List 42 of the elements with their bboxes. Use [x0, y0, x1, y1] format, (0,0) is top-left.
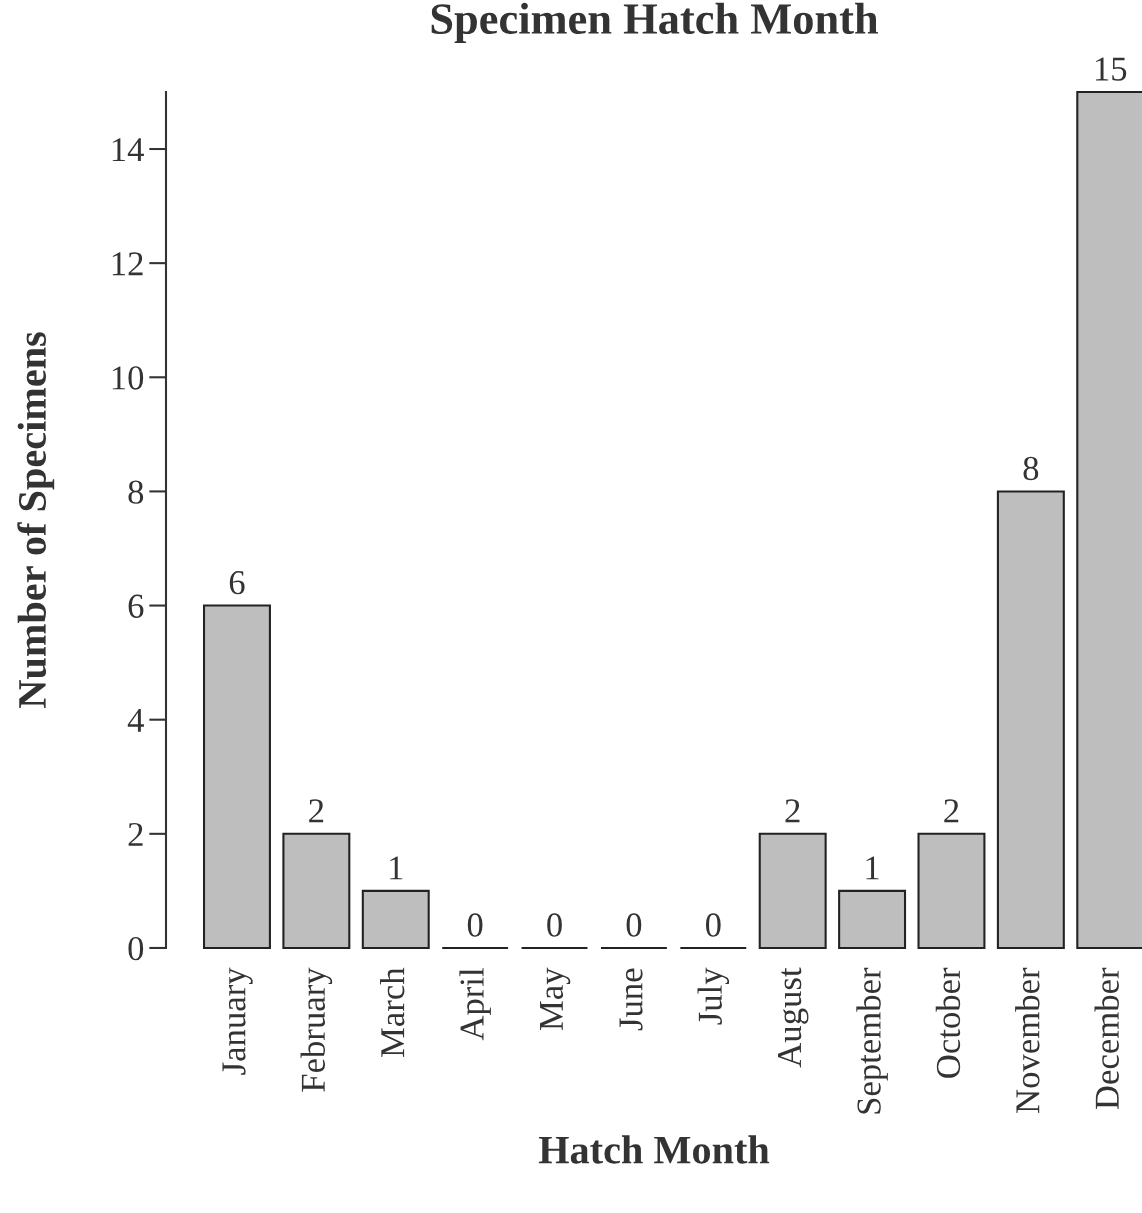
- x-tick-label: September: [856, 967, 888, 1114]
- x-tick-label: October: [935, 967, 961, 1078]
- data-label: 0: [467, 913, 483, 937]
- data-label: 0: [705, 913, 721, 937]
- y-tick-label: 14: [112, 138, 144, 162]
- bar: [917, 832, 986, 949]
- bar: [282, 832, 351, 949]
- data-label: 1: [390, 856, 403, 880]
- x-tick-label: May: [540, 967, 571, 1031]
- y-axis-title: Number of Specimens: [17, 332, 55, 708]
- x-tick-label: August: [778, 967, 809, 1068]
- bar: [996, 490, 1065, 949]
- bar: [758, 832, 827, 949]
- data-label: 2: [309, 799, 324, 823]
- bar: [361, 889, 430, 949]
- chart-title: Specimen Hatch Month: [431, 2, 879, 44]
- x-tick-label: February: [300, 967, 333, 1092]
- x-tick-label: December: [1094, 967, 1119, 1110]
- x-tick-label: July: [697, 967, 730, 1025]
- data-label: 15: [1095, 57, 1127, 81]
- bar: [838, 889, 907, 949]
- data-label: 2: [944, 799, 959, 823]
- x-tick-label: November: [1015, 967, 1040, 1113]
- y-tick-label: 10: [112, 366, 144, 390]
- y-tick-label: 12: [112, 252, 143, 276]
- x-axis-title: Hatch Month: [538, 1135, 770, 1164]
- x-tick-label: March: [380, 967, 405, 1058]
- y-tick-label: 0: [128, 936, 144, 961]
- bar: [202, 604, 271, 949]
- data-label: 2: [785, 799, 800, 823]
- data-label: 8: [1023, 456, 1039, 481]
- y-tick-label: 2: [128, 822, 143, 846]
- data-label: 0: [626, 913, 642, 937]
- y-tick-label: 8: [128, 480, 144, 504]
- y-tick-label: 6: [128, 594, 144, 618]
- data-label: 6: [229, 571, 245, 595]
- x-tick-label: June: [619, 968, 643, 1031]
- x-tick-label: April: [459, 968, 491, 1041]
- y-tick-label: 4: [127, 708, 144, 732]
- data-label: 1: [866, 856, 879, 880]
- data-label: 0: [547, 913, 562, 937]
- x-tick-label: January: [222, 967, 253, 1075]
